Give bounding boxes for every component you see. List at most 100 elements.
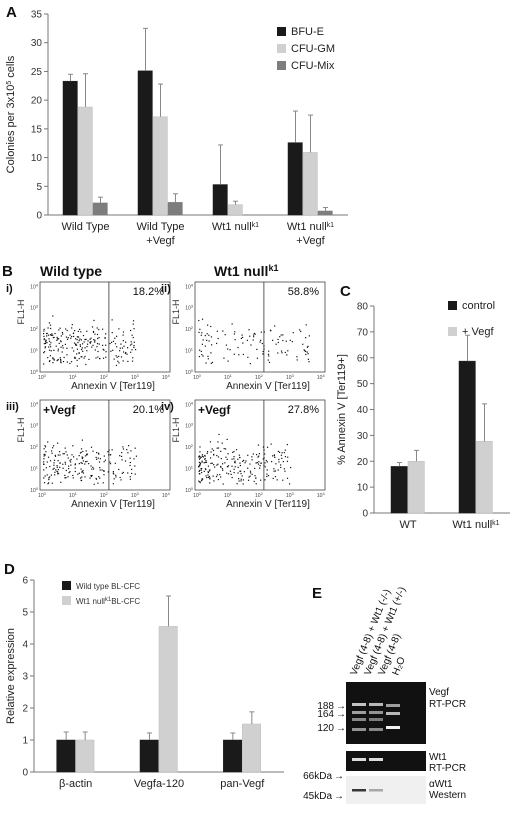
category-label: β-actin — [59, 778, 92, 790]
flow-event-dot — [56, 359, 58, 362]
flow-event-dot — [92, 330, 95, 333]
flow-event-dot — [266, 469, 268, 471]
flow-event-dot — [99, 357, 101, 360]
flow-event-dot — [70, 337, 72, 339]
flow-event-dot — [129, 344, 132, 346]
flow-event-dot — [118, 362, 120, 364]
flow-event-dot — [90, 446, 93, 448]
flow-event-dot — [98, 328, 100, 331]
legend-label-end: BL-CFC — [111, 597, 140, 606]
bar — [227, 204, 243, 216]
flow-condition-label: +Vegf — [198, 403, 231, 417]
flow-event-dot — [59, 357, 61, 359]
flow-event-dot — [282, 479, 284, 481]
flow-event-dot — [270, 443, 272, 445]
flow-event-dot — [53, 464, 55, 466]
flow-event-dot — [247, 356, 249, 358]
flow-event-dot — [86, 330, 88, 332]
flow-event-dot — [67, 476, 69, 478]
y-tick-label: 35 — [31, 10, 43, 21]
flow-event-dot — [57, 472, 60, 475]
flow-event-dot — [82, 350, 84, 352]
flow-event-dot — [256, 348, 258, 351]
flow-event-dot — [284, 449, 286, 451]
flow-event-dot — [199, 457, 201, 459]
flow-x-decade: 103 — [286, 491, 295, 500]
flow-event-dot — [45, 340, 47, 342]
bar — [407, 461, 425, 514]
flow-event-dot — [249, 363, 251, 365]
flow-event-dot — [274, 476, 277, 478]
flow-event-dot — [216, 447, 218, 449]
flow-plot-frame — [39, 399, 171, 491]
flow-event-dot — [284, 455, 287, 458]
flow-y-decade: 102 — [30, 325, 39, 334]
flow-event-dot — [77, 341, 79, 344]
flow-event-dot — [95, 456, 97, 459]
flow-event-dot — [238, 454, 240, 456]
flow-event-dot — [284, 351, 286, 354]
flow-event-dot — [76, 336, 78, 338]
flow-event-dot — [217, 441, 219, 443]
flow-event-dot — [101, 328, 104, 330]
flow-event-dot — [52, 315, 54, 317]
flow-event-dot — [49, 355, 52, 357]
bar — [212, 184, 228, 216]
flow-event-dot — [81, 347, 83, 349]
flow-event-dot — [207, 358, 209, 360]
decade-exp: 3 — [137, 373, 140, 378]
flow-event-dot — [260, 331, 262, 333]
gel-band — [369, 758, 383, 761]
flow-event-dot — [44, 341, 47, 343]
bar — [242, 723, 261, 773]
flow-event-dot — [43, 343, 45, 345]
flow-event-dot — [249, 463, 251, 465]
decade-base: 10 — [224, 375, 230, 381]
flow-event-dot — [48, 360, 51, 363]
flow-event-dot — [204, 455, 206, 457]
flow-y-axis-title: FL1-H — [171, 299, 181, 324]
flow-event-dot — [52, 468, 54, 470]
flow-event-dot — [248, 329, 250, 331]
flow-event-dot — [254, 333, 256, 335]
legend-swatch — [277, 61, 286, 70]
flow-event-dot — [76, 348, 79, 350]
decade-exp: 0 — [199, 491, 202, 496]
flow-event-dot — [90, 475, 92, 477]
category-label-text: Wild Type — [61, 221, 109, 233]
flow-event-dot — [92, 331, 95, 333]
flow-event-dot — [84, 338, 86, 341]
flow-column-title-text: Wild type — [40, 263, 102, 279]
flow-event-dot — [299, 329, 301, 331]
flow-event-dot — [201, 332, 203, 334]
y-tick-label: 5 — [22, 608, 28, 619]
flow-event-dot — [289, 339, 291, 341]
gel-wt1-label: RT-PCR — [429, 763, 466, 774]
flow-event-dot — [288, 483, 291, 485]
flow-event-dot — [77, 473, 79, 475]
flow-event-dot — [113, 358, 115, 360]
flow-event-dot — [126, 353, 128, 355]
bar — [56, 739, 76, 773]
flow-event-dot — [273, 468, 275, 470]
flow-event-dot — [52, 362, 54, 364]
flow-event-dot — [256, 462, 258, 464]
flow-event-dot — [95, 478, 98, 480]
flow-y-decade: 103 — [185, 303, 194, 312]
flow-event-dot — [98, 461, 101, 463]
flow-event-dot — [273, 455, 275, 457]
flow-y-axis-title: FL1-H — [16, 417, 26, 442]
flow-event-dot — [114, 462, 116, 464]
flow-event-dot — [43, 338, 45, 340]
flow-event-dot — [198, 355, 201, 358]
flow-event-dot — [207, 465, 210, 467]
flow-x-decade: 103 — [286, 373, 295, 382]
flow-event-dot — [52, 445, 55, 447]
flow-event-dot — [134, 465, 136, 467]
western-band — [352, 789, 366, 792]
flow-event-dot — [43, 330, 45, 332]
flow-event-dot — [198, 319, 200, 322]
flow-event-dot — [103, 470, 105, 472]
gel-band — [386, 726, 400, 729]
y-axis-title: Colonies per 3x105 cells — [5, 55, 17, 173]
